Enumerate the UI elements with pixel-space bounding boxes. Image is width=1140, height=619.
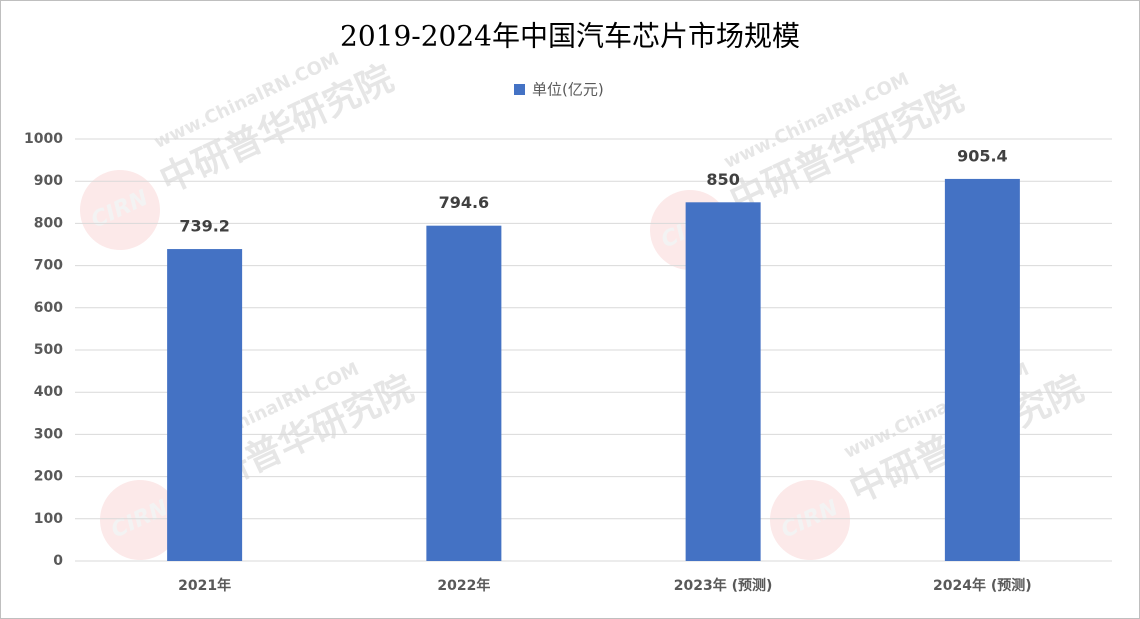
watermark-logo [80, 170, 160, 250]
value-label: 905.4 [957, 146, 1008, 165]
watermark-logo [770, 480, 850, 560]
bar [944, 178, 1020, 561]
bar [685, 202, 761, 562]
x-tick-label: 2021年 [178, 577, 231, 594]
x-tick-label: 2024年 (预测) [933, 577, 1032, 594]
y-tick-label: 600 [34, 300, 63, 316]
x-tick-label: 2023年 (预测) [674, 577, 773, 594]
bar [167, 249, 243, 561]
y-tick-label: 1000 [24, 131, 63, 147]
y-tick-label: 500 [34, 342, 63, 358]
y-tick-label: 900 [34, 173, 63, 189]
chart-title: 2019-2024年中国汽车芯片市场规模 [340, 20, 800, 53]
y-tick-label: 0 [53, 553, 63, 569]
value-label: 794.6 [439, 193, 490, 212]
y-tick-label: 200 [34, 469, 63, 485]
x-tick-label: 2022年 [437, 577, 490, 594]
y-tick-label: 300 [34, 426, 63, 442]
y-tick-label: 400 [34, 384, 63, 400]
legend-swatch [514, 84, 525, 95]
legend-label: 单位(亿元) [532, 81, 604, 99]
value-label: 739.2 [179, 217, 230, 236]
y-tick-label: 800 [34, 215, 63, 231]
y-tick-label: 100 [34, 511, 63, 527]
value-label: 850 [706, 170, 739, 189]
watermark-logo [100, 480, 180, 560]
y-tick-label: 700 [34, 258, 63, 274]
bar [426, 225, 502, 561]
